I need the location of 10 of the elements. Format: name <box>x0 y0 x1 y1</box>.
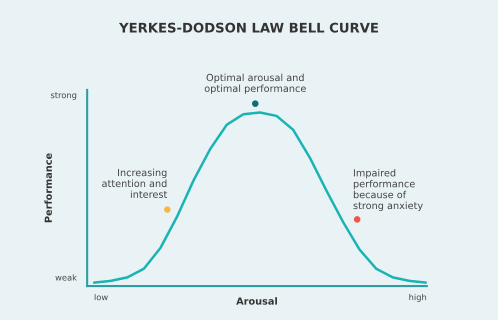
y-axis-title: Performance <box>44 153 52 222</box>
text: low <box>94 294 108 300</box>
chart-title: YERKES-DODSON LAW BELL CURVE <box>118 22 378 33</box>
text: high <box>409 294 426 302</box>
annotation: Impaired performance because of strong anxiety <box>354 168 423 212</box>
text: Optimal arousal and optimal performance <box>204 74 306 94</box>
x-axis-title: Arousal <box>236 297 277 305</box>
text: weak <box>55 274 77 281</box>
annotation: Increasing attention and interest <box>102 168 168 198</box>
text: strong <box>50 92 76 100</box>
